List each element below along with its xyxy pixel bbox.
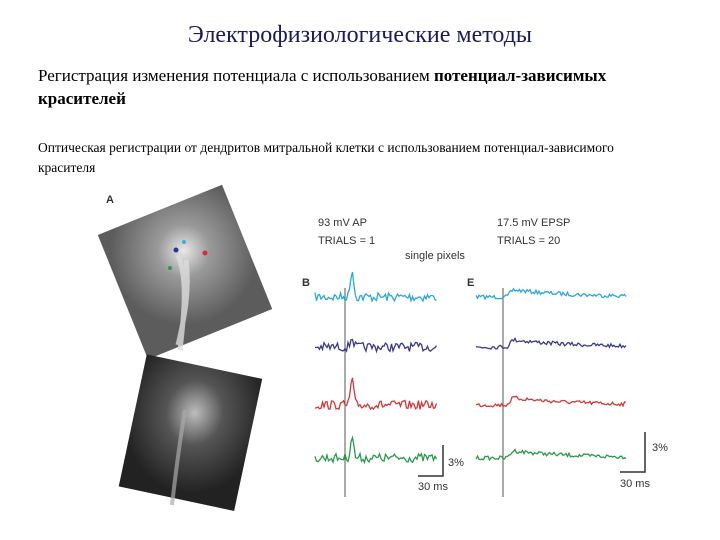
panel-trials: TRIALS = 1 <box>318 235 375 247</box>
heading-bold: потенциал-зависимых красителей <box>38 66 607 108</box>
dendrite <box>170 409 187 506</box>
pixel-marker <box>202 250 208 256</box>
scale-bar <box>620 432 646 473</box>
dendrite <box>175 254 190 351</box>
note: single pixels <box>405 250 465 262</box>
scale-label: 30 ms <box>620 478 650 490</box>
panel-trials: TRIALS = 20 <box>497 235 560 247</box>
trace <box>314 435 438 465</box>
pixel-marker <box>173 247 179 253</box>
panel-title: 17.5 mV EPSP <box>497 217 570 229</box>
scale-label: 30 ms <box>418 481 448 493</box>
caption: Оптическая регистрации от дендритов митр… <box>38 140 614 175</box>
pixel-marker <box>168 266 172 270</box>
trace <box>314 377 438 411</box>
trace <box>475 336 627 350</box>
heading: Регистрация изменения потенциала с испол… <box>38 64 618 110</box>
heading-text: Регистрация изменения потенциала с испол… <box>38 66 434 85</box>
scale-bar <box>418 445 444 477</box>
panel-label: A <box>106 194 114 206</box>
trace <box>475 395 627 408</box>
trace <box>475 448 627 462</box>
slide-title: Электрофизиологические методы <box>187 22 533 48</box>
trace <box>314 338 438 354</box>
trace <box>314 271 437 303</box>
scale-label: 3% <box>448 457 464 469</box>
scale-label: 3% <box>652 442 668 454</box>
panel-label: E <box>467 277 474 289</box>
trace <box>475 287 627 301</box>
image-b <box>118 354 263 511</box>
panel-title: 93 mV AP <box>318 217 367 229</box>
pixel-marker <box>182 240 186 244</box>
panel-label: B <box>302 277 310 289</box>
